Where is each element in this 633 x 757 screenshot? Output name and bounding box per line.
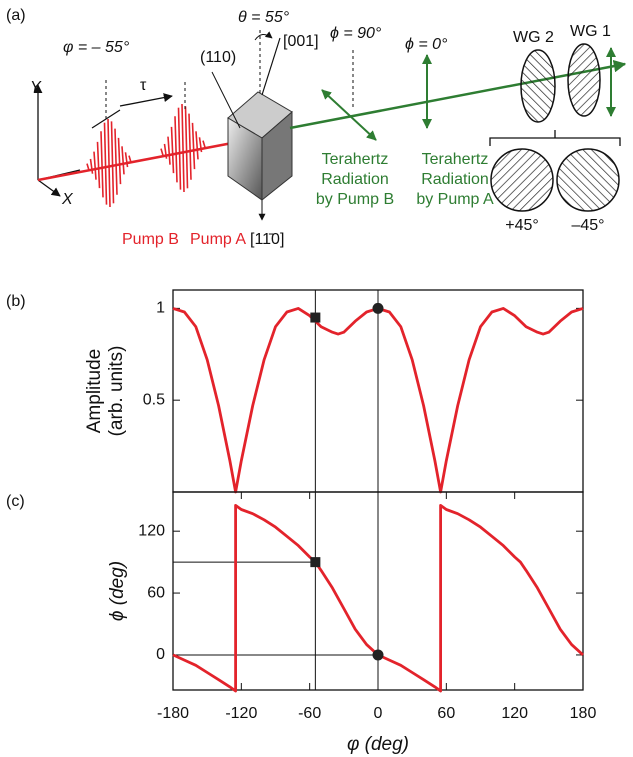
pump-label: Pump A (190, 231, 246, 248)
polarization (91, 109, 121, 129)
theta-label: θ = 55° (238, 9, 290, 26)
wg-label: WG 1 (570, 23, 611, 40)
pulse-cycle (114, 128, 118, 195)
pulse-cycle (117, 137, 122, 185)
wire-grid (567, 43, 601, 117)
x-axis-title: φ (deg) (347, 734, 409, 755)
pulse-cycle (100, 131, 104, 198)
thz-label: Terahertz (322, 151, 389, 168)
panel-label: (c) (6, 493, 25, 510)
pulse-cycle (128, 155, 132, 163)
pump-label: Pump B (122, 231, 179, 248)
pulse-cycle (89, 158, 94, 174)
pulse-cycle (93, 151, 97, 180)
pump-angle: φ = – 55° (63, 39, 130, 56)
thz-label: Radiation (321, 171, 389, 188)
wire-grid (490, 148, 554, 212)
pulse-cycle (177, 107, 182, 190)
y-tick-label: 60 (147, 584, 165, 601)
diagram: Y X φ = – 55° τ (110) θ = 55° [001] [11̄… (30, 9, 627, 248)
thz-label: Radiation (421, 171, 489, 188)
pulse-cycle (107, 118, 111, 208)
pulse-cycle (184, 106, 189, 189)
y-tick-label: 0 (156, 646, 165, 663)
thz-polarization (321, 89, 377, 141)
pulse-cycle (110, 121, 115, 204)
pulse-cycle (195, 131, 199, 160)
pulse-cycle (121, 146, 125, 175)
marker (372, 649, 384, 661)
pulse-cycle (170, 126, 175, 174)
x-tick-label: 180 (570, 705, 597, 722)
x-tick-label: -60 (298, 705, 321, 722)
panel-label: (a) (6, 7, 26, 24)
angle-label: +45° (505, 217, 539, 234)
pump-beam (37, 135, 250, 182)
x-tick-label: 60 (437, 705, 455, 722)
thz-label: by Pump A (416, 191, 494, 208)
pulse-cycle (202, 140, 206, 148)
phi-label: ϕ = 0° (405, 36, 448, 53)
wire-grid (556, 148, 620, 212)
leader (211, 71, 241, 129)
thz-label: Terahertz (422, 151, 489, 168)
bracket (489, 130, 621, 146)
crystal-side (261, 110, 293, 202)
pulse-cycle (191, 122, 196, 170)
wg-label: WG 2 (513, 29, 554, 46)
thz-label: by Pump B (316, 191, 394, 208)
y-axis-title: Amplitude (84, 349, 105, 434)
pulse-cycle (181, 103, 185, 193)
pulse-cycle (198, 137, 203, 153)
y-tick-label: 1 (156, 300, 165, 317)
x-tick-label: 0 (374, 705, 383, 722)
pulse-cycle (103, 122, 108, 205)
x-tick-label: -120 (225, 705, 257, 722)
marker (310, 312, 321, 323)
delay-label: τ (140, 77, 147, 94)
pulse-cycle (160, 148, 164, 156)
plane-label: (110) (200, 49, 236, 66)
axis-001 (261, 37, 281, 96)
panel-label: (b) (6, 293, 26, 310)
y-axis-title: ϕ (deg) (107, 561, 128, 621)
marker (310, 557, 321, 568)
y-axis-title: (arb. units) (106, 346, 127, 437)
pulse-cycle (188, 113, 192, 180)
y-tick-label: 0.5 (143, 391, 165, 408)
pulse-cycle (163, 143, 168, 159)
phi-label: ϕ = 90° (330, 25, 382, 42)
angle-label: –45° (571, 217, 604, 234)
x-tick-label: 120 (501, 705, 528, 722)
angle-arc (254, 31, 273, 41)
wire-grid (520, 49, 556, 123)
pulse-cycle (124, 152, 129, 168)
y-tick-label: 120 (138, 522, 165, 539)
pulse-cycle (86, 163, 90, 171)
x-tick-label: -180 (157, 705, 189, 722)
axis-label: X (61, 191, 74, 208)
delay-arrow (119, 93, 173, 107)
axis-label: Y (30, 79, 42, 96)
axis-arrow (37, 179, 61, 197)
dir-label: [001] (283, 33, 319, 50)
pump-pulses (86, 103, 206, 208)
pulse-cycle (167, 136, 171, 165)
dir-label: [11̄0] (250, 231, 284, 248)
thz-labels: Terahertz Radiation by Pump B Terahertz Radi… (316, 151, 494, 208)
marker (372, 302, 384, 314)
pulse-cycle (96, 141, 101, 189)
pulse-cycle (174, 116, 178, 183)
